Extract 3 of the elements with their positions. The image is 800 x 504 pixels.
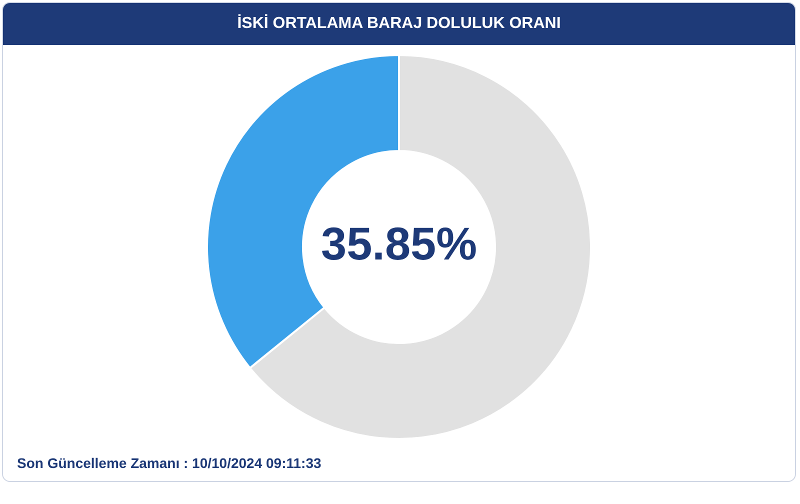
data-label: 35.85% bbox=[320, 218, 478, 270]
text: Son Güncelleme Zamanı : 10/10/2024 09:11:33 bbox=[17, 455, 322, 471]
chart-title: İSKİ ORTALAMA BARAJ DOLULUK ORANI bbox=[3, 3, 795, 45]
